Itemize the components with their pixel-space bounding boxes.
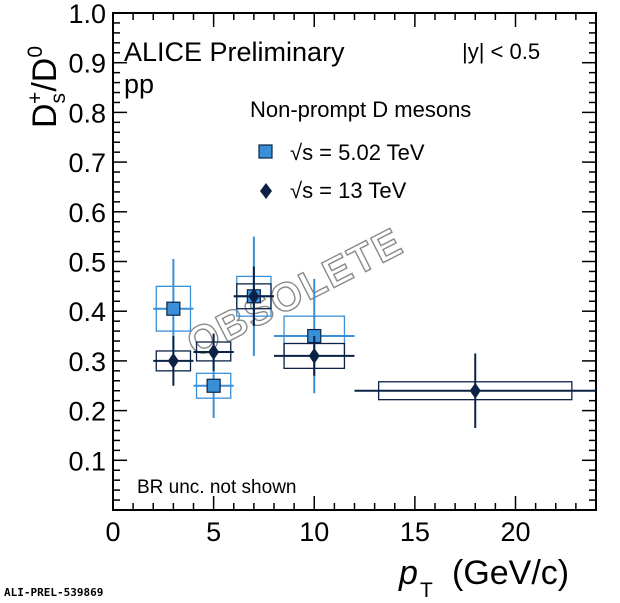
axis-ticks [112, 12, 597, 511]
y-axis-label-zero: 0 [24, 46, 47, 58]
y-tick-label: 0.6 [68, 198, 106, 228]
data-point-5tev [206, 378, 221, 393]
x-tick-label: 15 [400, 517, 430, 547]
legend-marker-5tev [258, 144, 273, 159]
system-label: pp [124, 69, 154, 99]
y-axis-label-s: s [47, 93, 70, 104]
legend-label-5tev: √s = 5.02 TeV [290, 140, 425, 165]
y-axis-label-d: D [26, 103, 64, 128]
svg-text:(GeV/c): (GeV/c) [452, 554, 569, 592]
x-tick-label: 5 [206, 517, 221, 547]
data-point-13tev [208, 343, 220, 360]
data-point-13tev [167, 352, 179, 369]
data-marks [153, 236, 596, 428]
x-tick-label: 0 [105, 517, 120, 547]
svg-text:T: T [420, 579, 433, 602]
y-tick-label: 0.4 [68, 297, 106, 327]
chart-title: ALICE Preliminary [124, 37, 345, 67]
x-axis-label: p T (GeV/c) [398, 554, 569, 602]
data-point-13tev [308, 347, 320, 364]
data-point-13tev [469, 382, 481, 399]
svg-text:Ds+/D0: Ds+/D0 [24, 46, 70, 128]
y-axis-label: Ds+/D0 [24, 46, 70, 128]
legend-marker-13tev [260, 183, 272, 199]
x-axis-label-sub: T [420, 579, 433, 602]
y-tick-label: 0.8 [68, 98, 106, 128]
y-tick-label: 1.0 [68, 0, 106, 29]
x-tick-label: 20 [500, 517, 530, 547]
y-tick-label: 0.3 [68, 347, 106, 377]
y-tick-label: 0.2 [68, 397, 106, 427]
y-tick-label: 0.5 [68, 248, 106, 278]
y-tick-label: 0.1 [68, 446, 106, 476]
y-axis-label-slash-d: /D [26, 58, 64, 92]
rapidity-label: |y| < 0.5 [462, 39, 540, 64]
data-point-5tev [166, 301, 181, 316]
note-br: BR unc. not shown [137, 477, 296, 498]
x-axis-label-p: p [398, 554, 418, 592]
y-axis-label-plus: + [24, 92, 47, 104]
y-tick-label: 0.9 [68, 49, 106, 79]
publication-id: ALI-PREL-539869 [4, 586, 104, 599]
data-point-13tev [248, 288, 260, 305]
axis-tick-labels: 0 5 10 15 20 0.1 0.2 0.3 0.4 0.5 0.6 0.7 0.8 0.9 1.0 [68, 0, 530, 547]
legend-label-13tev: √s = 13 TeV [290, 178, 407, 203]
x-tick-label: 10 [299, 517, 329, 547]
x-axis-label-units: (GeV/c) [452, 554, 569, 592]
y-tick-label: 0.7 [68, 148, 106, 178]
legend-header: Non-prompt D mesons [250, 97, 471, 122]
svg-text:p: p [398, 554, 418, 592]
